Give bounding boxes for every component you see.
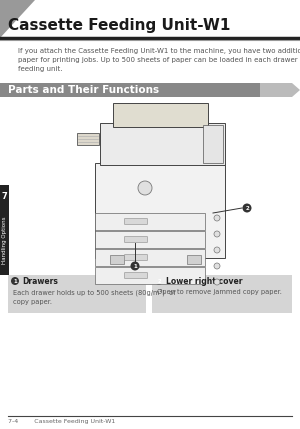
Circle shape xyxy=(130,262,140,271)
FancyBboxPatch shape xyxy=(8,275,146,313)
Text: Drawers: Drawers xyxy=(22,277,58,286)
Text: 7: 7 xyxy=(2,192,8,201)
Text: 2: 2 xyxy=(157,279,161,284)
Text: If you attach the Cassette Feeding Unit-W1 to the machine, you have two addition: If you attach the Cassette Feeding Unit-… xyxy=(18,48,300,72)
Circle shape xyxy=(11,277,19,285)
FancyBboxPatch shape xyxy=(110,255,124,264)
FancyBboxPatch shape xyxy=(203,125,223,163)
Text: Each drawer holds up to 500 sheets (80g/m²)  of
copy paper.: Each drawer holds up to 500 sheets (80g/… xyxy=(13,289,175,305)
FancyBboxPatch shape xyxy=(95,249,205,266)
Text: Parts and Their Functions: Parts and Their Functions xyxy=(8,85,159,95)
FancyBboxPatch shape xyxy=(187,255,201,264)
Polygon shape xyxy=(0,0,35,38)
FancyBboxPatch shape xyxy=(0,83,270,97)
Circle shape xyxy=(214,231,220,237)
FancyBboxPatch shape xyxy=(124,218,148,224)
FancyBboxPatch shape xyxy=(152,275,292,313)
Circle shape xyxy=(214,279,220,285)
Text: Handling Options: Handling Options xyxy=(2,216,7,264)
FancyBboxPatch shape xyxy=(95,267,205,284)
Circle shape xyxy=(214,247,220,253)
Text: Open to remove jammed copy paper.: Open to remove jammed copy paper. xyxy=(157,289,282,295)
FancyBboxPatch shape xyxy=(100,123,225,165)
FancyBboxPatch shape xyxy=(124,254,148,260)
FancyBboxPatch shape xyxy=(95,163,225,258)
Text: Lower right cover: Lower right cover xyxy=(166,277,242,286)
Text: 1: 1 xyxy=(13,279,17,284)
FancyBboxPatch shape xyxy=(124,272,148,278)
Circle shape xyxy=(155,277,163,285)
Polygon shape xyxy=(260,83,300,97)
FancyBboxPatch shape xyxy=(0,185,9,275)
Circle shape xyxy=(138,181,152,195)
Text: 1: 1 xyxy=(133,264,137,269)
Text: 2: 2 xyxy=(245,206,249,211)
Text: Cassette Feeding Unit-W1: Cassette Feeding Unit-W1 xyxy=(8,18,230,33)
Circle shape xyxy=(214,263,220,269)
FancyBboxPatch shape xyxy=(95,213,205,230)
FancyBboxPatch shape xyxy=(77,133,99,145)
Text: 7-4        Cassette Feeding Unit-W1: 7-4 Cassette Feeding Unit-W1 xyxy=(8,419,115,424)
Circle shape xyxy=(214,215,220,221)
FancyBboxPatch shape xyxy=(113,103,208,127)
Circle shape xyxy=(242,203,251,212)
FancyBboxPatch shape xyxy=(95,231,205,248)
FancyBboxPatch shape xyxy=(124,236,148,242)
